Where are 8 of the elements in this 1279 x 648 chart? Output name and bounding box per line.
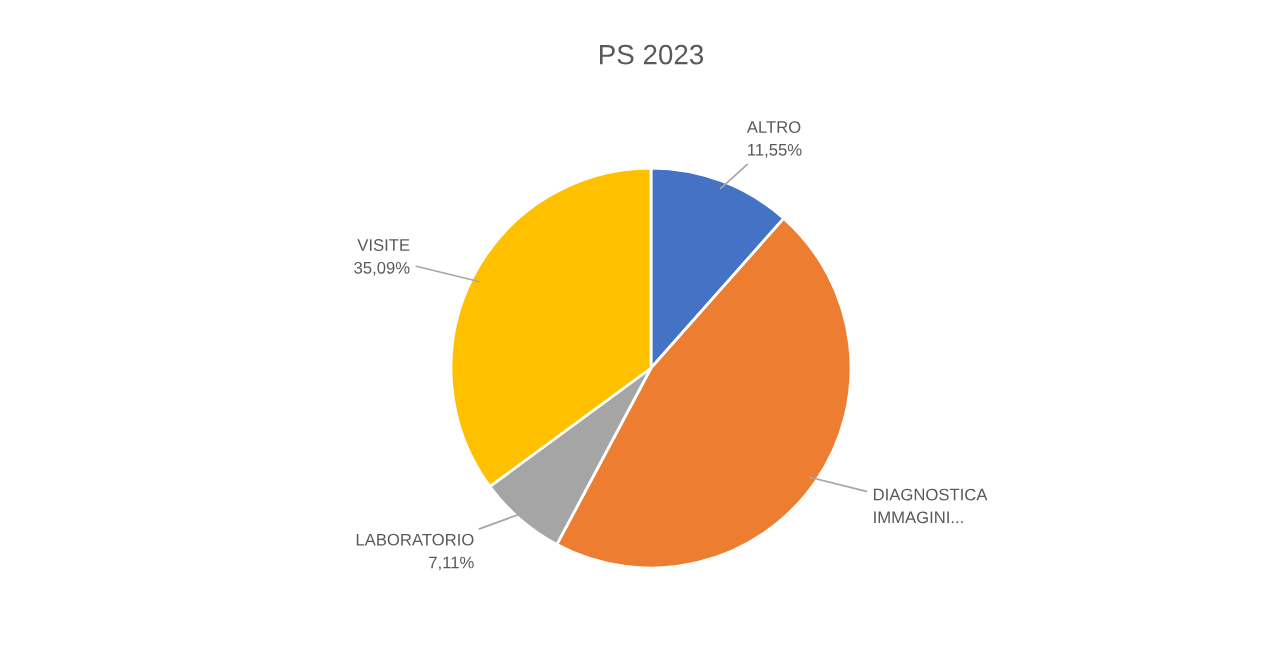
data-label: 11,55%	[748, 144, 802, 158]
slice-label: ALTRO	[746, 121, 801, 133]
chart-title: PS 2023	[600, 44, 704, 65]
data-label: 7,11%	[429, 556, 474, 571]
data-label: 35,09%	[354, 261, 410, 276]
slice-label: DIAGNOSTICA IMMAGINI...	[874, 488, 988, 524]
slice-label: LABORATORIO	[356, 533, 474, 546]
slice-label: VISITE	[357, 239, 410, 251]
